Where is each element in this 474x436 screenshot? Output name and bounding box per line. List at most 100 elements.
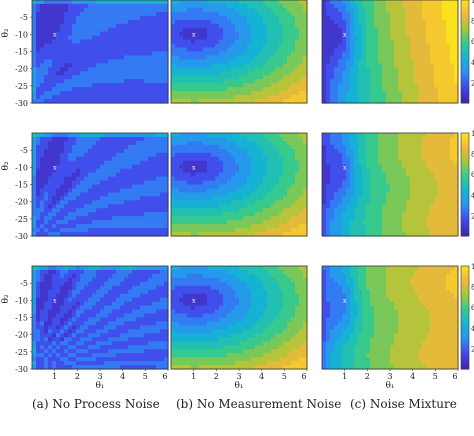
contour-cell — [390, 144, 395, 150]
contour-cell — [171, 160, 176, 166]
contour-cell — [322, 0, 327, 5]
contour-cell — [390, 3, 395, 9]
contour-cell — [255, 95, 260, 100]
contour-cell — [120, 0, 125, 5]
contour-cell — [283, 51, 288, 57]
contour-cell — [418, 23, 423, 29]
contour-cell — [195, 136, 200, 142]
contour-cell — [259, 216, 264, 221]
contour-cell — [227, 220, 232, 225]
contour-cell — [80, 75, 85, 80]
contour-cell — [263, 39, 268, 45]
contour-cell — [84, 95, 89, 100]
contour-cell — [358, 180, 363, 186]
contour-cell — [179, 208, 184, 213]
contour-cell — [402, 51, 407, 57]
contour-cell — [191, 196, 196, 201]
contour-cell — [144, 7, 149, 13]
contour-cell — [247, 180, 252, 186]
contour-cell — [374, 55, 379, 61]
contour-cell — [267, 196, 272, 201]
contour-cell — [410, 95, 415, 100]
contour-cell — [227, 75, 232, 80]
contour-cell — [251, 224, 256, 229]
contour-cell — [76, 148, 81, 154]
contour-cell — [291, 43, 296, 49]
contour-cell — [291, 212, 296, 217]
contour-cell — [96, 180, 101, 186]
contour-cell — [96, 136, 101, 142]
contour-cell — [247, 160, 252, 166]
contour-cell — [60, 95, 65, 100]
contour-cell — [72, 136, 77, 142]
contour-cell — [322, 47, 327, 53]
contour-cell — [203, 31, 208, 37]
contour-cell — [100, 224, 105, 229]
contour-cell — [354, 148, 359, 154]
contour-cell — [378, 136, 383, 142]
contour-cell — [350, 7, 355, 13]
contour-cell — [80, 95, 85, 100]
contour-cell — [120, 224, 125, 229]
contour-cell — [434, 47, 439, 53]
contour-cell — [390, 160, 395, 166]
contour-cell — [446, 140, 451, 146]
contour-cell — [64, 63, 69, 68]
contour-cell — [120, 140, 125, 146]
contour-cell — [227, 180, 232, 186]
contour-cell — [223, 196, 228, 201]
contour-cell — [430, 7, 435, 13]
contour-cell — [366, 176, 371, 182]
contour-cell — [402, 35, 407, 41]
contour-cell — [128, 188, 133, 194]
contour-cell — [283, 192, 288, 197]
contour-cell — [219, 71, 224, 76]
contour-cell — [299, 133, 304, 138]
contour-cell — [235, 11, 240, 17]
contour-cell — [164, 176, 169, 182]
contour-cell — [259, 144, 264, 150]
contour-cell — [175, 164, 180, 170]
contour-cell — [211, 160, 216, 166]
contour-cell — [303, 188, 308, 194]
contour-cell — [394, 180, 399, 186]
contour-cell — [60, 212, 65, 217]
contour-cell — [299, 152, 304, 158]
contour-panel-c1: x — [321, 0, 459, 104]
contour-cell — [251, 47, 256, 53]
contour-cell — [124, 136, 129, 142]
contour-cell — [183, 79, 188, 84]
contour-cell — [231, 79, 236, 84]
contour-cell — [342, 0, 347, 5]
contour-cell — [342, 144, 347, 150]
contour-cell — [386, 160, 391, 166]
contour-cell — [370, 156, 375, 162]
contour-cell — [84, 204, 89, 209]
contour-cell — [251, 188, 256, 194]
contour-cell — [291, 176, 296, 182]
contour-cell — [386, 148, 391, 154]
contour-cell — [171, 144, 176, 150]
contour-cell — [112, 216, 117, 221]
contour-cell — [175, 63, 180, 68]
contour-cell — [203, 83, 208, 88]
contour-cell — [44, 11, 49, 17]
contour-cell — [140, 184, 145, 190]
contour-cell — [40, 99, 45, 104]
contour-cell — [382, 59, 387, 64]
contour-cell — [283, 11, 288, 17]
contour-cell — [156, 148, 161, 154]
contour-cell — [418, 3, 423, 9]
contour-cell — [414, 184, 419, 190]
contour-cell — [36, 224, 41, 229]
contour-cell — [271, 3, 276, 9]
contour-cell — [267, 220, 272, 225]
contour-cell — [195, 91, 200, 96]
contour-cell — [84, 188, 89, 194]
contour-cell — [231, 39, 236, 45]
contour-cell — [56, 79, 61, 84]
contour-cell — [96, 59, 101, 64]
contour-cell — [227, 208, 232, 213]
contour-cell — [187, 75, 192, 80]
contour-cell — [48, 220, 53, 225]
